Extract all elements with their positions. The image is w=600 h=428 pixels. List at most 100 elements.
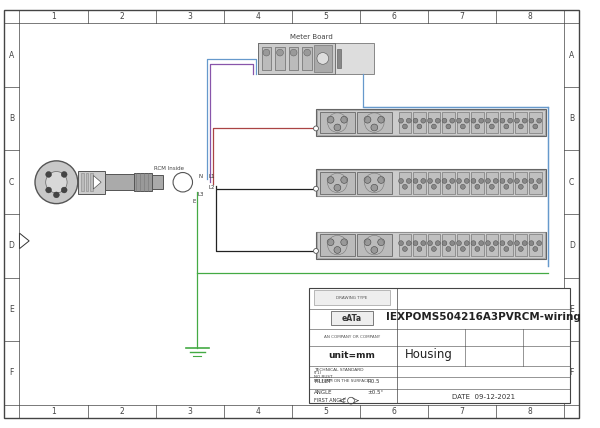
Circle shape xyxy=(490,124,494,129)
Text: 7: 7 xyxy=(460,12,464,21)
Bar xyxy=(357,172,392,193)
Circle shape xyxy=(428,118,433,123)
Bar xyxy=(428,235,440,256)
Text: 3: 3 xyxy=(187,12,192,21)
Circle shape xyxy=(436,118,440,123)
Circle shape xyxy=(508,118,512,123)
Text: B: B xyxy=(569,114,574,123)
Circle shape xyxy=(341,177,347,183)
Circle shape xyxy=(398,241,403,246)
Circle shape xyxy=(479,178,484,183)
Circle shape xyxy=(371,184,378,191)
Circle shape xyxy=(421,118,426,123)
Bar xyxy=(152,175,163,189)
Bar xyxy=(317,110,545,135)
Circle shape xyxy=(436,241,440,246)
Circle shape xyxy=(398,118,403,123)
Bar xyxy=(485,235,498,256)
Text: E: E xyxy=(9,305,14,314)
Bar xyxy=(317,232,545,258)
Bar xyxy=(428,112,440,133)
Text: 4: 4 xyxy=(255,12,260,21)
Circle shape xyxy=(263,49,270,56)
Circle shape xyxy=(518,247,523,251)
Circle shape xyxy=(378,177,385,183)
Circle shape xyxy=(173,172,193,192)
Circle shape xyxy=(417,247,422,251)
Circle shape xyxy=(403,184,407,189)
Circle shape xyxy=(479,241,484,246)
Text: NO FLAM ON THE SURFACE: NO FLAM ON THE SURFACE xyxy=(314,379,370,383)
Circle shape xyxy=(475,124,480,129)
Circle shape xyxy=(457,178,461,183)
Circle shape xyxy=(371,124,378,131)
Circle shape xyxy=(442,241,447,246)
Circle shape xyxy=(334,124,341,131)
Circle shape xyxy=(334,184,341,191)
Circle shape xyxy=(485,118,490,123)
Bar xyxy=(471,112,484,133)
Text: DRAWING TYPE: DRAWING TYPE xyxy=(336,296,368,300)
Circle shape xyxy=(471,178,476,183)
Bar xyxy=(337,49,341,68)
Circle shape xyxy=(508,178,512,183)
Bar xyxy=(257,43,335,74)
Circle shape xyxy=(406,241,411,246)
Text: 1: 1 xyxy=(51,407,56,416)
Circle shape xyxy=(500,118,505,123)
Circle shape xyxy=(493,118,498,123)
Text: 1: 1 xyxy=(51,12,56,21)
Circle shape xyxy=(61,172,67,177)
Circle shape xyxy=(290,49,297,56)
Circle shape xyxy=(417,124,422,129)
Circle shape xyxy=(421,178,426,183)
Bar xyxy=(457,172,469,193)
Bar xyxy=(78,171,105,194)
Circle shape xyxy=(514,118,520,123)
Circle shape xyxy=(533,124,538,129)
Circle shape xyxy=(403,247,407,251)
Bar xyxy=(413,235,425,256)
Bar xyxy=(471,235,484,256)
Bar xyxy=(262,47,271,70)
Circle shape xyxy=(428,241,433,246)
Circle shape xyxy=(446,184,451,189)
Bar xyxy=(515,172,527,193)
Circle shape xyxy=(464,241,469,246)
Circle shape xyxy=(327,177,334,183)
Bar xyxy=(314,290,390,306)
Bar xyxy=(413,172,425,193)
Circle shape xyxy=(518,124,523,129)
Circle shape xyxy=(428,178,433,183)
Circle shape xyxy=(446,124,451,129)
Text: 2: 2 xyxy=(119,407,124,416)
Circle shape xyxy=(514,241,520,246)
Bar xyxy=(529,235,542,256)
Bar xyxy=(398,172,411,193)
Text: L3: L3 xyxy=(197,192,203,197)
Bar xyxy=(357,112,392,133)
Text: E: E xyxy=(569,305,574,314)
Circle shape xyxy=(431,184,436,189)
Text: NO RUST: NO RUST xyxy=(314,375,332,379)
Bar xyxy=(320,172,355,193)
Circle shape xyxy=(341,239,347,246)
Text: R0.5: R0.5 xyxy=(368,379,380,384)
Circle shape xyxy=(413,178,418,183)
Circle shape xyxy=(485,178,490,183)
Circle shape xyxy=(500,241,505,246)
Bar xyxy=(471,172,484,193)
Circle shape xyxy=(277,49,283,56)
Circle shape xyxy=(334,247,341,253)
Text: L2: L2 xyxy=(209,184,215,190)
Circle shape xyxy=(398,178,403,183)
Text: C: C xyxy=(569,178,574,187)
Bar xyxy=(105,175,134,190)
Text: (T1): (T1) xyxy=(314,372,322,375)
Circle shape xyxy=(518,184,523,189)
Circle shape xyxy=(508,241,512,246)
Bar xyxy=(316,169,547,196)
Circle shape xyxy=(364,239,371,246)
Text: eATa: eATa xyxy=(342,314,362,323)
Circle shape xyxy=(464,118,469,123)
